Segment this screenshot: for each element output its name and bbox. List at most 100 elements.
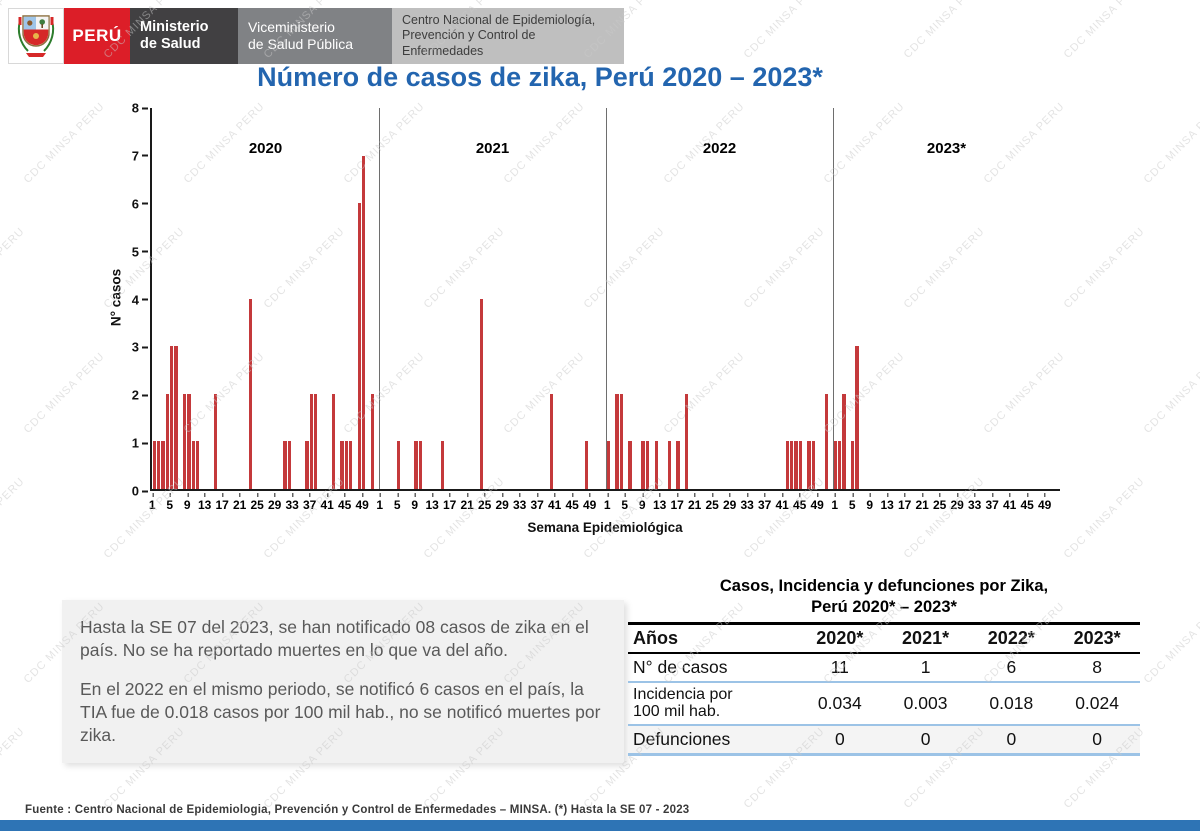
bar-2021-week-5	[396, 441, 401, 489]
x-tick-2023-9: 9	[866, 493, 874, 512]
x-tick-2020-45: 45	[338, 493, 352, 512]
x-tick-2022-37: 37	[758, 493, 772, 512]
column-header-2023: 2023*	[1054, 622, 1140, 654]
x-tick-2022-1: 1	[603, 493, 611, 512]
page-title: Número de casos de zika, Perú 2020 – 202…	[257, 62, 823, 92]
x-tick-2020-25: 25	[250, 493, 264, 512]
bar-2020-week-36	[305, 441, 309, 489]
x-tick-2021-17: 17	[443, 493, 457, 512]
column-header-2020: 2020*	[796, 622, 883, 654]
y-tick-0: 0	[132, 485, 150, 498]
y-tick-7: 7	[132, 149, 150, 162]
y-tick-2: 2	[132, 389, 150, 402]
bar-2020-week-46	[348, 441, 353, 489]
x-tick-2022-45: 45	[793, 493, 807, 512]
x-tick-2022-49: 49	[810, 493, 824, 512]
x-tick-2021-21: 21	[460, 493, 474, 512]
table-title: Casos, Incidencia y defunciones por Zika…	[719, 577, 1049, 617]
x-tick-2023-45: 45	[1020, 493, 1034, 512]
x-tick-2020-9: 9	[183, 493, 191, 512]
bottom-accent-bar	[0, 820, 1200, 831]
cases-2021: 1	[882, 653, 969, 683]
bar-2023-week-6	[855, 346, 859, 489]
table-row-cases: N° de casos 11 1 6 8	[628, 653, 1140, 683]
x-tick-2022-13: 13	[653, 493, 667, 512]
x-tick-2023-17: 17	[898, 493, 912, 512]
watermark-text: CDC MINSA PERU	[901, 0, 988, 61]
coat-of-arms-svg	[17, 15, 55, 57]
watermark-text: CDC MINSA PERU	[1061, 475, 1148, 561]
note-paragraph-1: Hasta la SE 07 del 2023, se han notifica…	[80, 617, 589, 661]
y-tick-4: 4	[132, 293, 150, 306]
incidence-2023: 0.024	[1054, 682, 1140, 726]
bar-2021-week-10	[418, 441, 423, 489]
watermark-text: CDC MINSA PERU	[741, 0, 828, 61]
column-header-2021: 2021*	[882, 622, 969, 654]
bar-2023-week-5	[850, 441, 855, 489]
deaths-2023: 0	[1054, 724, 1140, 756]
peru-coat-of-arms-icon	[8, 8, 64, 64]
x-tick-2020-33: 33	[285, 493, 299, 512]
x-tick-2023-49: 49	[1038, 493, 1052, 512]
x-tick-2020-13: 13	[198, 493, 212, 512]
bar-2020-week-6	[174, 346, 178, 489]
bar-2021-week-48	[584, 441, 588, 489]
header: PERÚ Ministerio de Salud Viceministerio …	[8, 8, 624, 64]
bar-2022-week-42	[785, 441, 789, 489]
watermark-text: CDC MINSA PERU	[21, 350, 108, 436]
bar-2020-week-42	[331, 393, 335, 489]
bar-2020-week-38	[314, 393, 318, 489]
x-axis-label: Semana Epidemiológica	[527, 520, 683, 535]
x-tick-2021-1: 1	[376, 493, 384, 512]
deaths-2022: 0	[968, 724, 1055, 756]
x-tick-2022-41: 41	[775, 493, 789, 512]
table-header-row: Años 2020* 2021* 2022* 2023*	[628, 622, 1140, 654]
incidence-2020: 0.034	[796, 682, 883, 726]
bar-2022-week-43	[789, 441, 794, 489]
bar-2022-week-47	[807, 441, 811, 489]
bar-2020-week-32	[287, 441, 292, 489]
bar-2022-week-6	[628, 441, 632, 489]
incidence-2022: 0.018	[968, 682, 1055, 726]
incidence-2021: 0.003	[882, 682, 969, 726]
watermark-text: CDC MINSA PERU	[1141, 350, 1200, 436]
y-axis: 0 1 2 3 4 5 6 7 8	[112, 102, 150, 498]
x-tick-2023-33: 33	[968, 493, 982, 512]
x-tick-2020-21: 21	[233, 493, 247, 512]
x-tick-2022-9: 9	[638, 493, 646, 512]
source-footnote: Fuente : Centro Nacional de Epidemiologi…	[25, 804, 690, 816]
bar-2022-week-19	[685, 393, 689, 489]
bar-2022-week-3	[615, 393, 619, 489]
x-tick-2021-41: 41	[548, 493, 562, 512]
bar-2021-week-9	[414, 441, 418, 489]
summary-note-box: Hasta la SE 07 del 2023, se han notifica…	[62, 600, 624, 764]
bar-2020-week-8	[183, 393, 187, 489]
zika-bar-chart: 2020 2021 2022 2023*	[150, 108, 1060, 491]
watermark-text: CDC MINSA PERU	[1061, 225, 1148, 311]
bar-2020-week-11	[196, 441, 200, 489]
x-tick-2020-1: 1	[148, 493, 156, 512]
bar-2020-week-44	[340, 441, 344, 489]
bar-2020-week-1	[152, 441, 156, 489]
x-tick-2021-5: 5	[393, 493, 401, 512]
year-label-2020: 2020	[248, 140, 283, 157]
bar-2020-week-49	[362, 155, 366, 489]
x-tick-2021-45: 45	[565, 493, 579, 512]
cases-2020: 11	[796, 653, 883, 683]
x-tick-2022-5: 5	[621, 493, 629, 512]
watermark-text: CDC MINSA PERU	[0, 225, 28, 310]
x-tick-2020-29: 29	[268, 493, 282, 512]
bar-2020-week-45	[344, 441, 348, 489]
y-tick-3: 3	[132, 341, 150, 354]
bar-2020-week-5	[169, 346, 174, 489]
bar-2022-week-51	[824, 393, 829, 489]
bar-2020-week-9	[187, 393, 191, 489]
x-tick-2021-37: 37	[530, 493, 544, 512]
x-tick-2021-9: 9	[411, 493, 419, 512]
watermark-text: CDC MINSA PERU	[0, 725, 28, 810]
bar-2020-week-37	[309, 393, 313, 489]
bar-2022-week-9	[641, 441, 645, 489]
row-label-incidence: Incidencia por 100 mil hab.	[628, 682, 797, 726]
x-tick-2021-13: 13	[425, 493, 439, 512]
